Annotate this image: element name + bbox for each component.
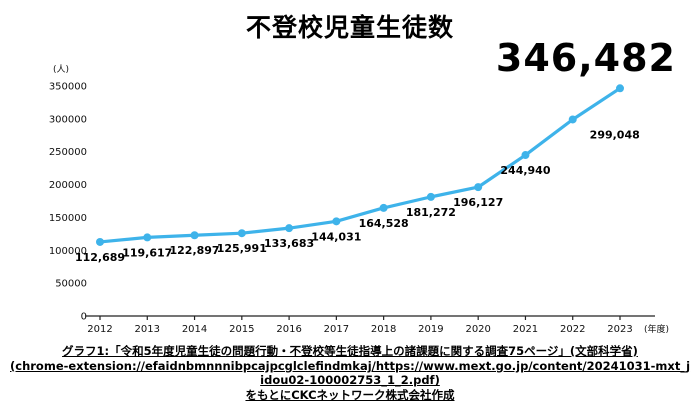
svg-text:200000: 200000 [49,180,87,191]
svg-text:2013: 2013 [135,324,160,335]
svg-text:2018: 2018 [371,324,396,335]
svg-text:244,940: 244,940 [500,164,550,177]
svg-text:2012: 2012 [87,324,112,335]
svg-text:181,272: 181,272 [406,206,456,219]
svg-text:133,683: 133,683 [264,237,314,250]
svg-text:2016: 2016 [276,324,301,335]
svg-text:2022: 2022 [560,324,585,335]
svg-text:0: 0 [81,312,87,323]
svg-text:50000: 50000 [55,279,87,290]
source-url-link[interactable]: (chrome-extension://efaidnbmnnnibpcajpcg… [10,358,691,388]
source-caption: グラフ1:「令和5年度児童生徒の問題行動・不登校等生徒指導上の諸課題に関する調査… [10,344,690,403]
svg-text:2015: 2015 [229,324,254,335]
svg-text:2014: 2014 [182,324,207,335]
svg-text:350000: 350000 [49,82,87,93]
svg-text:100000: 100000 [49,246,87,257]
svg-text:150000: 150000 [49,213,87,224]
svg-text:2017: 2017 [324,324,349,335]
svg-text:122,897: 122,897 [169,244,219,257]
svg-text:119,617: 119,617 [122,246,172,259]
latest-value-headline: 346,482 [495,36,676,80]
svg-text:125,991: 125,991 [217,242,267,255]
svg-text:(人): (人) [53,64,69,75]
svg-text:196,127: 196,127 [453,196,503,209]
svg-text:144,031: 144,031 [311,230,361,243]
svg-text:299,048: 299,048 [590,128,640,141]
svg-text:2019: 2019 [418,324,443,335]
line-chart: 0 50000 100000 150000 200000 250000 300000 3500… [49,64,669,335]
line-chart-container: 0 50000 100000 150000 200000 250000 300000 3500… [15,56,685,341]
svg-text:112,689: 112,689 [75,251,125,264]
svg-text:2020: 2020 [465,324,490,335]
page-title: 不登校児童生徒数 [245,13,454,42]
svg-text:164,528: 164,528 [359,217,409,230]
source-caption-credit: をもとにCKCネットワーク株式会社作成 [245,388,455,403]
svg-text:2023: 2023 [607,324,632,335]
svg-text:2021: 2021 [513,324,538,335]
svg-text:250000: 250000 [49,147,87,158]
source-caption-title: グラフ1:「令和5年度児童生徒の問題行動・不登校等生徒指導上の諸課題に関する調査… [62,344,638,358]
svg-text:(年度): (年度) [644,323,669,335]
svg-text:300000: 300000 [49,114,87,125]
